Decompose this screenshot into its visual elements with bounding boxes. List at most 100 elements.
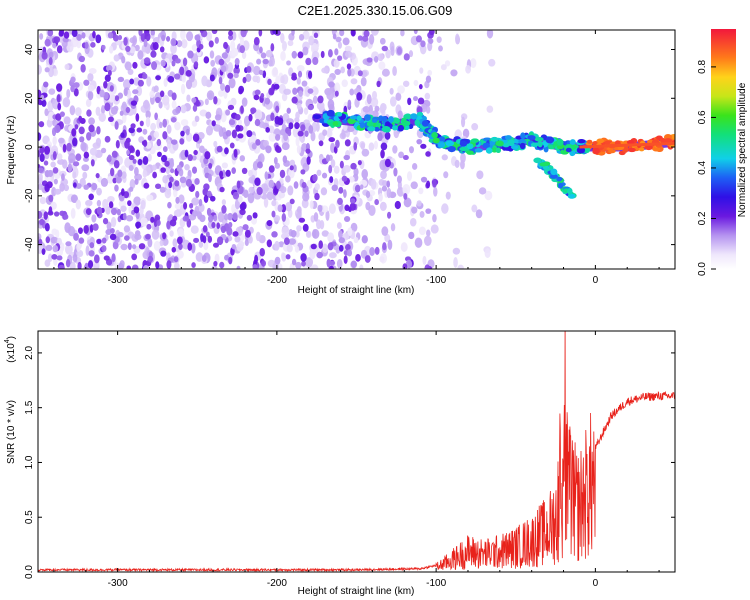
spectrogram-noise-point bbox=[227, 104, 235, 110]
spectrogram-noise-point bbox=[225, 129, 232, 137]
spectrogram-noise-point bbox=[160, 154, 168, 163]
spectrogram-noise-point bbox=[424, 264, 431, 269]
spectrogram-signal-point bbox=[410, 113, 418, 120]
spectrogram-noise-point bbox=[206, 90, 215, 101]
spectrogram-noise-point bbox=[359, 184, 364, 190]
spectrogram-noise-point bbox=[175, 196, 180, 204]
spectrogram-noise-point bbox=[45, 236, 51, 244]
spectrogram-noise-point bbox=[344, 204, 350, 212]
spectrogram-noise-point bbox=[158, 101, 163, 109]
spectrogram-noise-point bbox=[102, 198, 109, 210]
spectrogram-noise-point bbox=[413, 96, 419, 102]
spectrogram-noise-point bbox=[169, 176, 174, 183]
spectrogram-noise-point bbox=[211, 120, 216, 127]
spectrogram-noise-point bbox=[128, 154, 135, 161]
spectrogram-noise-point bbox=[166, 260, 172, 269]
spectrogram-noise-point bbox=[101, 237, 107, 244]
spectrogram-noise-point bbox=[308, 35, 315, 46]
spectrogram-noise-point bbox=[417, 97, 425, 105]
spectrogram-noise-point bbox=[84, 41, 89, 49]
spectrogram-noise-point bbox=[302, 46, 309, 56]
spectrogram-noise-point bbox=[271, 200, 277, 207]
spectrogram-noise-point bbox=[78, 115, 83, 122]
snr-frame bbox=[37, 330, 676, 573]
spectrogram-noise-point bbox=[322, 129, 328, 137]
spectrogram-noise-point bbox=[347, 99, 352, 108]
spectrogram-noise-point bbox=[147, 135, 152, 141]
spectrogram-noise-point bbox=[232, 212, 238, 221]
spectrogram-noise-point bbox=[344, 139, 351, 147]
spectrogram-noise-point bbox=[187, 50, 194, 59]
spectrogram-noise-point bbox=[39, 146, 45, 154]
spectrogram-noise-point bbox=[348, 176, 355, 183]
spectrogram-noise-point bbox=[268, 179, 275, 189]
spectrogram-noise-point bbox=[84, 30, 91, 38]
spectrogram-noise-point bbox=[264, 97, 271, 105]
spectrogram-signal-point bbox=[397, 124, 405, 132]
spectrogram-noise-point bbox=[260, 52, 267, 59]
spectrogram-noise-point bbox=[96, 187, 102, 196]
spectrogram-noise-point bbox=[198, 43, 204, 50]
spectrogram-noise-point bbox=[471, 122, 479, 131]
spectrogram-noise-point bbox=[263, 197, 269, 208]
spectrogram-noise-point bbox=[128, 127, 135, 134]
spectrogram-noise-point bbox=[308, 124, 314, 134]
spectrogram-noise-point bbox=[141, 140, 147, 146]
spectrogram-noise-point bbox=[387, 239, 393, 250]
spectrogram-noise-point bbox=[402, 183, 411, 195]
spectrogram-noise-point bbox=[65, 241, 72, 247]
spectrogram-noise-point bbox=[295, 261, 302, 269]
spectrogram-noise-point bbox=[270, 112, 275, 121]
spectrogram-noise-point bbox=[471, 204, 478, 213]
spectrogram-noise-point bbox=[268, 165, 275, 173]
spectrogram-noise-point bbox=[59, 111, 65, 117]
spectrogram-noise-point bbox=[267, 78, 272, 85]
spectrogram-signal-point bbox=[533, 157, 542, 164]
spectrogram-noise-point bbox=[149, 90, 155, 99]
spectrogram-noise-point bbox=[99, 89, 105, 98]
spectrogram-noise-point bbox=[137, 158, 143, 166]
spectrogram-noise-point bbox=[243, 189, 249, 198]
spectrogram-signal-point bbox=[459, 140, 468, 147]
spectrogram-noise-point bbox=[51, 254, 58, 260]
spectrogram-noise-point bbox=[333, 59, 340, 68]
spectrogram-noise-point bbox=[370, 97, 379, 107]
spectrogram-noise-point bbox=[363, 30, 370, 38]
spectrogram-noise-point bbox=[338, 237, 345, 244]
spectrogram-noise-point bbox=[259, 247, 265, 257]
spectrogram-noise-point bbox=[169, 230, 174, 237]
spectrogram-noise-point bbox=[280, 186, 287, 194]
spectrogram-noise-point bbox=[343, 255, 348, 264]
spectrogram-noise-point bbox=[192, 155, 197, 161]
spectrogram-noise-point bbox=[295, 136, 300, 147]
spectrogram-noise-point bbox=[306, 156, 311, 165]
spectrogram-noise-point bbox=[280, 32, 285, 44]
spectrogram-noise-point bbox=[172, 238, 178, 248]
spectrogram-noise-point bbox=[281, 92, 288, 102]
spectrogram-noise-point bbox=[328, 81, 335, 88]
spectrogram-noise-point bbox=[328, 137, 336, 143]
spectrogram-noise-point bbox=[155, 183, 162, 190]
spectrogram-noise-point bbox=[277, 204, 283, 213]
spectrogram-noise-point bbox=[110, 207, 118, 216]
spectrogram-noise-point bbox=[229, 142, 235, 149]
spectrogram-noise-point bbox=[54, 124, 61, 134]
spectrogram-noise-point bbox=[266, 220, 273, 227]
spectrogram-noise-point bbox=[179, 176, 187, 184]
spectrogram-noise-point bbox=[191, 97, 197, 103]
spectrogram-noise-point bbox=[177, 228, 185, 237]
spectrogram-noise-point bbox=[291, 72, 297, 79]
spectrogram-noise-point bbox=[214, 114, 222, 121]
spectrogram-noise-point bbox=[313, 212, 319, 222]
spectrogram-noise-point bbox=[209, 50, 215, 59]
spectrogram-noise-point bbox=[78, 237, 85, 244]
spectrogram-noise-point bbox=[107, 32, 114, 39]
spectrogram-noise-point bbox=[51, 186, 57, 197]
spectrogram-noise-point bbox=[268, 133, 277, 142]
spectrogram-noise-point bbox=[227, 72, 234, 79]
spectrogram-noise-point bbox=[262, 58, 269, 65]
spectrogram-noise-point bbox=[384, 131, 391, 140]
spectrogram-noise-point bbox=[78, 126, 85, 135]
spectrogram-noise-point bbox=[386, 187, 392, 199]
spectrogram-noise-point bbox=[380, 142, 388, 151]
